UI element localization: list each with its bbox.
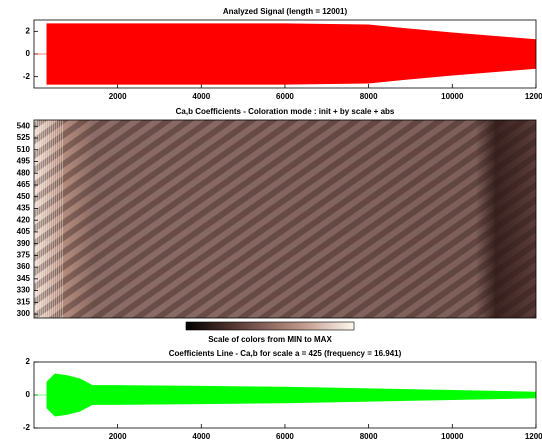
y-tick-label: 345 xyxy=(17,274,31,283)
y-tick-label: 450 xyxy=(17,192,31,201)
y-tick-label: 2 xyxy=(26,26,31,35)
y-tick-label: 0 xyxy=(26,49,31,58)
x-tick-label: 10000 xyxy=(441,432,464,441)
y-tick-label: 435 xyxy=(17,204,31,213)
x-tick-label: 6000 xyxy=(276,432,294,441)
y-tick-label: 360 xyxy=(17,262,31,271)
x-tick-label: 8000 xyxy=(360,432,378,441)
x-tick-label: 12000 xyxy=(525,92,542,101)
x-tick-label: 2000 xyxy=(109,432,127,441)
y-tick-label: 480 xyxy=(17,168,31,177)
x-tick-label: 4000 xyxy=(192,92,210,101)
y-tick-label: 0 xyxy=(26,390,31,399)
y-tick-label: 315 xyxy=(17,297,31,306)
chart-title: Analyzed Signal (length = 12001) xyxy=(223,7,348,16)
x-tick-label: 2000 xyxy=(109,92,127,101)
y-tick-label: 405 xyxy=(17,227,31,236)
y-tick-label: 540 xyxy=(17,121,31,130)
x-tick-label: 12000 xyxy=(525,432,542,441)
x-tick-label: 10000 xyxy=(441,92,464,101)
chart-title: Coefficients Line - Ca,b for scale a = 4… xyxy=(169,349,402,358)
axes-box xyxy=(33,119,537,319)
y-tick-label: 420 xyxy=(17,215,31,224)
axes-box xyxy=(33,19,537,89)
chart-title: Ca,b Coefficients - Coloration mode : in… xyxy=(176,107,395,116)
y-tick-label: 510 xyxy=(17,145,31,154)
y-tick-label: 300 xyxy=(17,309,31,318)
axes-box xyxy=(33,361,537,429)
y-tick-label: -2 xyxy=(23,423,31,432)
y-tick-label: -2 xyxy=(23,72,31,81)
heatmap-image xyxy=(34,120,536,318)
y-tick-label: 465 xyxy=(17,180,31,189)
y-tick-label: 2 xyxy=(26,357,31,366)
y-tick-label: 525 xyxy=(17,133,31,142)
y-tick-label: 375 xyxy=(17,251,31,260)
y-tick-label: 330 xyxy=(17,286,31,295)
x-tick-label: 4000 xyxy=(192,432,210,441)
x-tick-label: 6000 xyxy=(276,92,294,101)
y-tick-label: 495 xyxy=(17,157,31,166)
colorbar-label: Scale of colors from MIN to MAX xyxy=(208,335,332,344)
x-tick-label: 8000 xyxy=(360,92,378,101)
colorbar xyxy=(185,321,355,331)
y-tick-label: 390 xyxy=(17,239,31,248)
